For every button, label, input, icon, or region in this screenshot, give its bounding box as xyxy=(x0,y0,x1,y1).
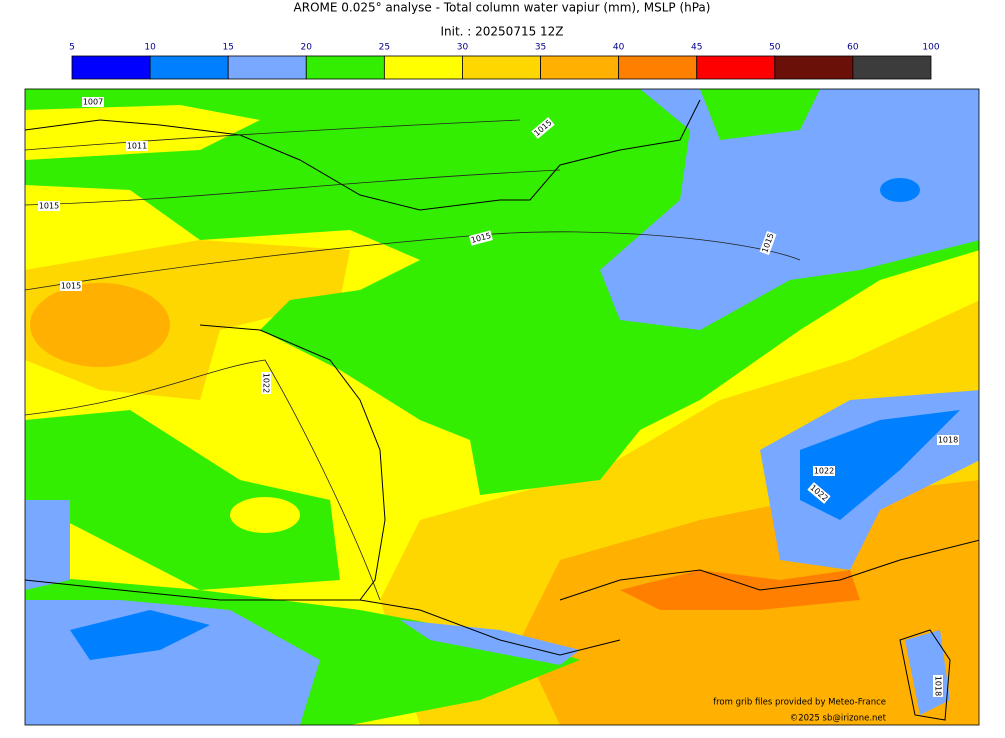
colorbar-tick-label: 40 xyxy=(613,43,625,53)
colorbar-bin xyxy=(383,55,463,80)
colorbar-tick-label: 15 xyxy=(222,43,233,53)
colorbar: 5 10 15 20 25 30 35 40 45 50 60 100 xyxy=(69,43,940,80)
isobar-label-bg xyxy=(82,97,104,107)
credit: from grib files provided by Meteo-France xyxy=(713,698,886,708)
colorbar-bin xyxy=(696,55,776,80)
colorbar-tick-label: 10 xyxy=(144,43,156,53)
isobar-label-bg xyxy=(933,675,943,697)
isobar-label-bg xyxy=(469,230,493,246)
colorbar-bin xyxy=(618,55,698,80)
credit: ©2025 sb@irizone.net xyxy=(790,714,887,724)
isobar-label-text: 1011 xyxy=(127,142,147,151)
colorbar-tick-label: 45 xyxy=(691,43,702,53)
subtitle: Init. : 20250715 12Z xyxy=(440,25,563,39)
colorbar-tick-label: 100 xyxy=(922,43,939,53)
isobar-label-bg xyxy=(937,435,959,445)
isobar-label-text: 1022 xyxy=(262,373,271,393)
colorbar-tick-label: 25 xyxy=(379,43,390,53)
colorbar-bin xyxy=(540,55,620,80)
isobar-label: 1018 xyxy=(937,435,959,445)
isobar-label: 1015 xyxy=(469,230,493,246)
isobar-label-text: 1022 xyxy=(814,467,834,476)
isobar-label-bg xyxy=(813,466,835,476)
isobar-label-bg xyxy=(38,201,60,211)
isobar-label: 1007 xyxy=(82,97,104,107)
colorbar-tick-label: 50 xyxy=(769,43,781,53)
colorbar-tick-label: 60 xyxy=(847,43,859,53)
isobar-label-bg xyxy=(807,482,831,504)
isobar-label-text: 1015 xyxy=(39,202,59,211)
isobar-label-bg xyxy=(60,281,82,291)
isobar-label-bg xyxy=(759,230,777,256)
isobar-label-text: 1015 xyxy=(61,282,81,291)
colorbar-bin xyxy=(852,55,932,80)
colorbar-bin xyxy=(305,55,385,80)
isobar-label-text: 1018 xyxy=(934,676,943,696)
isobar-label: 1015 xyxy=(38,201,60,211)
isobar-label-text: 1018 xyxy=(938,436,958,445)
isobar-label-bg xyxy=(126,141,148,151)
title: AROME 0.025° analyse - Total column wate… xyxy=(294,1,711,15)
colorbar-bin xyxy=(71,55,151,80)
isobar-label-bg xyxy=(261,372,271,394)
colorbar-bin xyxy=(462,55,541,80)
colorbar-bin xyxy=(774,55,854,80)
isobar-label-text: 1007 xyxy=(83,98,103,107)
isobar-label: 1015 xyxy=(60,281,82,291)
isobar-label: 1011 xyxy=(126,141,148,151)
colorbar-tick-label: 5 xyxy=(69,43,75,53)
isobar-label-bg xyxy=(531,117,555,139)
colorbar-tick-label: 35 xyxy=(535,43,546,53)
isobar-label: 1022 xyxy=(261,372,271,394)
colorbar-bin xyxy=(227,55,307,80)
isobar-label: 1018 xyxy=(933,675,943,697)
colorbar-bin xyxy=(149,55,229,80)
colorbar-tick-label: 30 xyxy=(457,43,469,53)
isobar-label: 1022 xyxy=(813,466,835,476)
colorbar-tick-label: 20 xyxy=(301,43,313,53)
map xyxy=(25,89,979,725)
